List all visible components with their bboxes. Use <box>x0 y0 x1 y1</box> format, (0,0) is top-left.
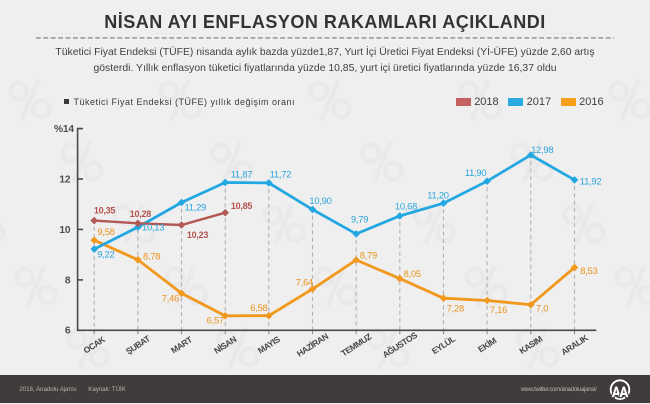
svg-text:ARALIK: ARALIK <box>559 332 590 357</box>
svg-text:8,79: 8,79 <box>360 250 377 261</box>
svg-text:EKİM: EKİM <box>476 335 498 354</box>
svg-text:ŞUBAT: ŞUBAT <box>124 333 153 356</box>
svg-text:11,92: 11,92 <box>580 175 602 186</box>
svg-text:12: 12 <box>59 174 70 185</box>
svg-text:10,13: 10,13 <box>142 222 164 233</box>
svg-text:MAYIS: MAYIS <box>256 334 282 356</box>
svg-text:8,78: 8,78 <box>143 251 160 262</box>
svg-text:8,53: 8,53 <box>580 265 597 276</box>
svg-text:10,23: 10,23 <box>187 230 209 240</box>
svg-text:11,87: 11,87 <box>231 169 253 180</box>
svg-text:7,46: 7,46 <box>162 292 179 303</box>
svg-text:7,0: 7,0 <box>536 303 548 314</box>
svg-text:7,64: 7,64 <box>296 277 313 288</box>
svg-text:10,85: 10,85 <box>231 201 253 211</box>
svg-text:10,68: 10,68 <box>395 200 417 211</box>
svg-text:10,28: 10,28 <box>130 209 152 219</box>
svg-text:8: 8 <box>65 275 71 286</box>
svg-text:MART: MART <box>169 334 195 355</box>
svg-text:OCAK: OCAK <box>82 334 108 356</box>
svg-text:6: 6 <box>65 326 71 337</box>
svg-text:6,58: 6,58 <box>250 302 267 313</box>
svg-text:12,98: 12,98 <box>531 144 553 155</box>
svg-text:8,05: 8,05 <box>404 268 421 279</box>
svg-text:10,35: 10,35 <box>94 206 116 216</box>
svg-text:%14: %14 <box>54 124 74 135</box>
svg-text:TEMMUZ: TEMMUZ <box>339 331 373 358</box>
svg-text:9,58: 9,58 <box>97 226 114 237</box>
svg-text:10: 10 <box>59 225 70 236</box>
svg-text:7,16: 7,16 <box>490 304 507 315</box>
svg-text:11,72: 11,72 <box>270 169 292 180</box>
svg-text:7,28: 7,28 <box>447 303 464 314</box>
svg-text:11,20: 11,20 <box>427 189 449 200</box>
svg-text:EYLÜL: EYLÜL <box>430 334 457 357</box>
svg-text:KASIM: KASIM <box>517 334 544 356</box>
svg-text:NİSAN: NİSAN <box>212 334 238 356</box>
svg-text:11,29: 11,29 <box>185 202 207 213</box>
svg-text:9,22: 9,22 <box>97 249 114 260</box>
svg-text:HAZİRAN: HAZİRAN <box>295 331 330 359</box>
svg-text:6,57: 6,57 <box>207 315 224 326</box>
svg-text:9,79: 9,79 <box>351 214 368 225</box>
svg-text:11,90: 11,90 <box>465 167 487 178</box>
svg-text:10,90: 10,90 <box>309 195 331 206</box>
